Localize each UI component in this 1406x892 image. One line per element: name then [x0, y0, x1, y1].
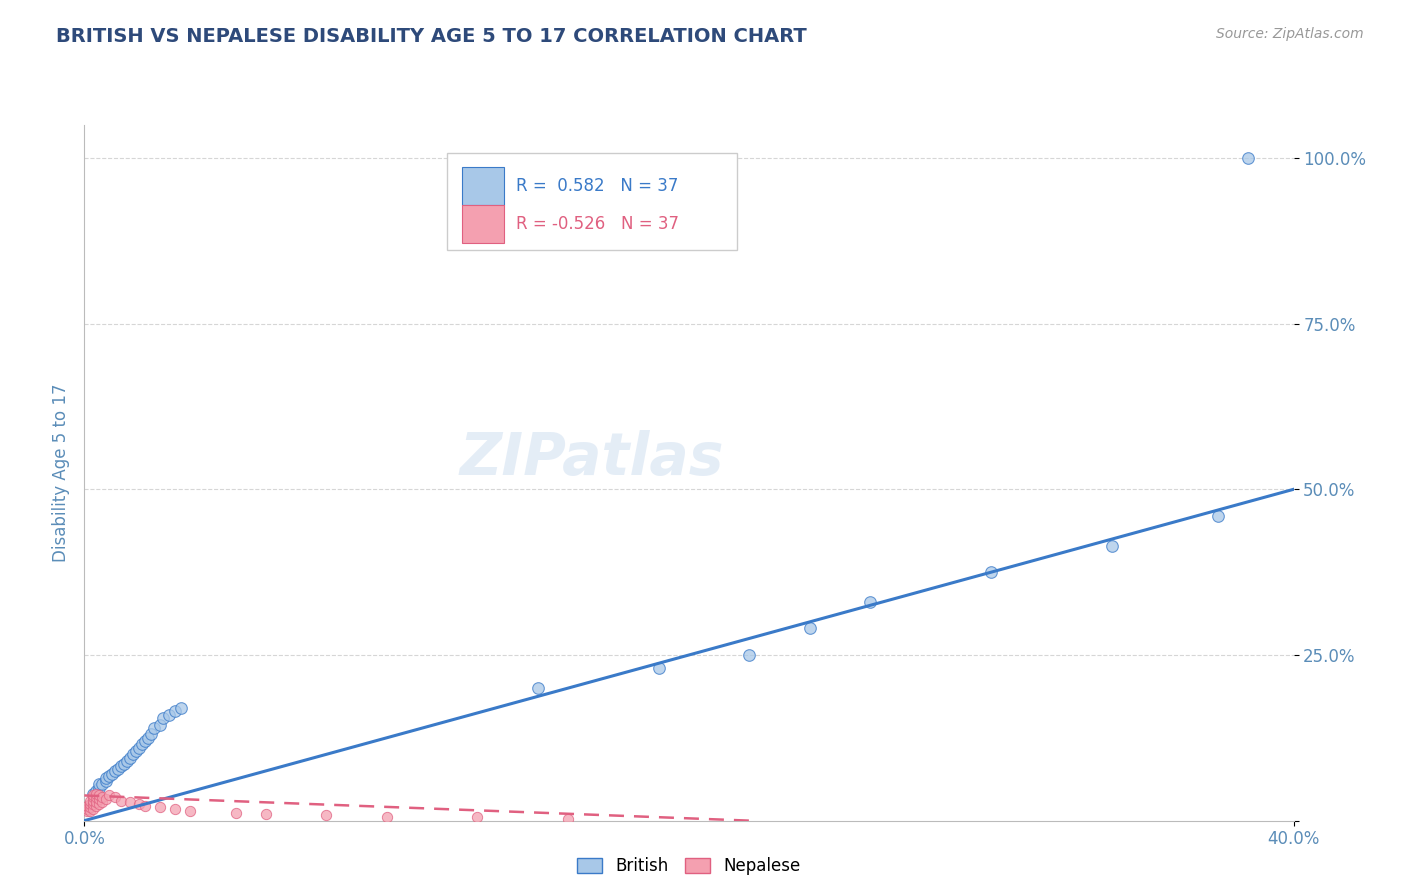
Text: BRITISH VS NEPALESE DISABILITY AGE 5 TO 17 CORRELATION CHART: BRITISH VS NEPALESE DISABILITY AGE 5 TO …: [56, 27, 807, 45]
Point: [1101, 539, 1123, 553]
Point: [738, 648, 761, 662]
Point: [467, 810, 489, 824]
Point: [647, 661, 671, 675]
Point: [1237, 151, 1260, 165]
Point: [128, 797, 150, 811]
Point: [86, 784, 108, 798]
Point: [82, 787, 104, 801]
Point: [94, 773, 117, 788]
FancyBboxPatch shape: [447, 153, 737, 250]
Point: [225, 805, 247, 820]
Point: [136, 731, 159, 745]
Point: [79, 800, 101, 814]
Point: [79, 804, 101, 818]
Point: [375, 810, 398, 824]
Point: [157, 707, 180, 722]
Point: [121, 747, 143, 762]
Point: [115, 754, 138, 768]
Point: [86, 799, 108, 814]
Point: [94, 771, 117, 785]
Point: [91, 777, 114, 791]
Point: [163, 704, 186, 718]
Point: [104, 764, 127, 778]
Point: [128, 740, 150, 755]
Point: [1206, 508, 1229, 523]
Point: [82, 797, 104, 811]
Point: [152, 711, 174, 725]
Point: [139, 727, 162, 741]
Point: [89, 789, 111, 803]
Point: [134, 734, 156, 748]
Point: [82, 794, 104, 808]
Point: [179, 804, 201, 818]
Point: [91, 795, 114, 809]
Point: [315, 808, 337, 822]
Point: [104, 790, 127, 805]
Legend: British, Nepalese: British, Nepalese: [571, 851, 807, 882]
Point: [254, 807, 277, 822]
Point: [86, 795, 108, 809]
Point: [125, 744, 148, 758]
Point: [86, 790, 108, 805]
Text: R =  0.582   N = 37: R = 0.582 N = 37: [516, 178, 679, 195]
Point: [859, 595, 882, 609]
Point: [89, 792, 111, 806]
Text: R = -0.526   N = 37: R = -0.526 N = 37: [516, 215, 679, 234]
Point: [526, 681, 548, 695]
Point: [142, 721, 165, 735]
Point: [82, 790, 104, 805]
Text: Source: ZipAtlas.com: Source: ZipAtlas.com: [1216, 27, 1364, 41]
Point: [89, 797, 111, 811]
Point: [118, 795, 141, 809]
Point: [82, 802, 104, 816]
Y-axis label: Disability Age 5 to 17: Disability Age 5 to 17: [52, 384, 70, 562]
FancyBboxPatch shape: [461, 167, 503, 205]
Point: [118, 750, 141, 764]
Point: [79, 797, 101, 811]
Point: [110, 759, 132, 773]
Point: [170, 701, 193, 715]
Point: [134, 799, 156, 814]
Text: ZIPatlas: ZIPatlas: [460, 430, 724, 487]
Point: [107, 762, 129, 776]
Point: [110, 794, 132, 808]
Point: [76, 802, 98, 816]
Point: [149, 800, 172, 814]
Point: [94, 792, 117, 806]
Point: [97, 768, 120, 782]
Point: [91, 790, 114, 805]
Point: [163, 802, 186, 816]
Point: [82, 789, 104, 803]
Point: [980, 565, 1002, 579]
Point: [149, 717, 172, 731]
FancyBboxPatch shape: [461, 205, 503, 244]
Point: [86, 787, 108, 801]
Point: [76, 804, 98, 818]
Point: [97, 789, 120, 803]
Point: [89, 777, 111, 791]
Point: [100, 767, 122, 781]
Point: [112, 757, 135, 772]
Point: [799, 622, 821, 636]
Point: [557, 812, 579, 826]
Point: [79, 794, 101, 808]
Point: [89, 780, 111, 795]
Point: [131, 738, 153, 752]
Point: [76, 799, 98, 814]
